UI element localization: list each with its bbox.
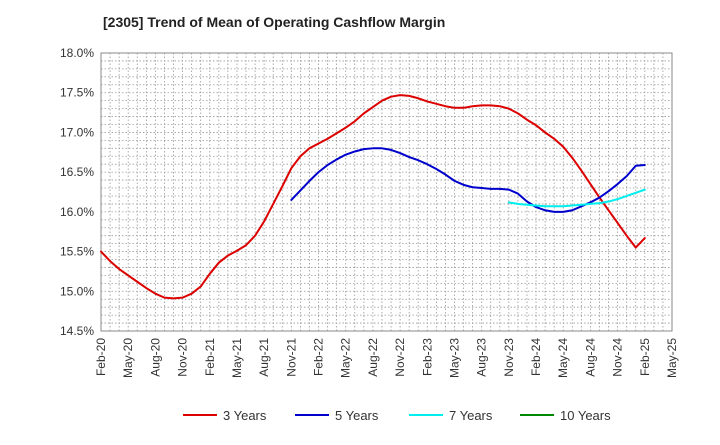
legend-label-10-years: 10 Years	[560, 408, 611, 423]
y-tick-label: 18.0%	[60, 46, 94, 60]
legend-label-5-years: 5 Years	[335, 408, 379, 423]
y-tick-label: 16.5%	[60, 165, 94, 179]
y-tick-label: 17.5%	[60, 86, 94, 100]
x-tick-label: Aug-23	[475, 338, 489, 377]
x-tick-label: Aug-24	[583, 338, 597, 377]
x-tick-label: Feb-22	[312, 338, 326, 376]
x-tick-label: May-22	[339, 338, 353, 378]
y-tick-label: 17.0%	[60, 125, 94, 139]
x-tick-label: Feb-25	[638, 338, 652, 376]
x-tick-label: May-23	[447, 338, 461, 378]
x-tick-label: Nov-24	[611, 338, 625, 377]
plot-area	[101, 53, 672, 331]
x-tick-label: Feb-21	[203, 338, 217, 376]
x-tick-label: Nov-21	[284, 338, 298, 377]
legend-label-7-years: 7 Years	[449, 408, 493, 423]
x-tick-label: Nov-20	[176, 338, 190, 377]
legend-label-3-years: 3 Years	[223, 408, 267, 423]
x-tick-label: Nov-23	[502, 338, 516, 377]
x-tick-label: Aug-22	[366, 338, 380, 377]
x-tick-label: May-21	[230, 338, 244, 378]
chart-title: [2305] Trend of Mean of Operating Cashfl…	[103, 14, 446, 30]
series-line-3-years	[100, 94, 646, 300]
y-tick-label: 14.5%	[60, 324, 94, 338]
y-tick-label: 16.0%	[60, 205, 94, 219]
plot-border	[100, 52, 673, 332]
x-tick-label: May-25	[665, 338, 679, 378]
x-tick-label: May-20	[121, 338, 135, 378]
x-tick-label: Aug-21	[257, 338, 271, 377]
x-tick-label: Aug-20	[148, 338, 162, 377]
series-line-7-years	[507, 188, 646, 208]
y-tick-label: 15.0%	[60, 284, 94, 298]
x-tick-label: Feb-20	[94, 338, 108, 376]
x-tick-label: Nov-22	[393, 338, 407, 377]
x-tick-label: May-24	[556, 338, 570, 378]
y-tick-label: 15.5%	[60, 245, 94, 259]
x-tick-label: Feb-23	[420, 338, 434, 376]
x-tick-label: Feb-24	[529, 338, 543, 376]
